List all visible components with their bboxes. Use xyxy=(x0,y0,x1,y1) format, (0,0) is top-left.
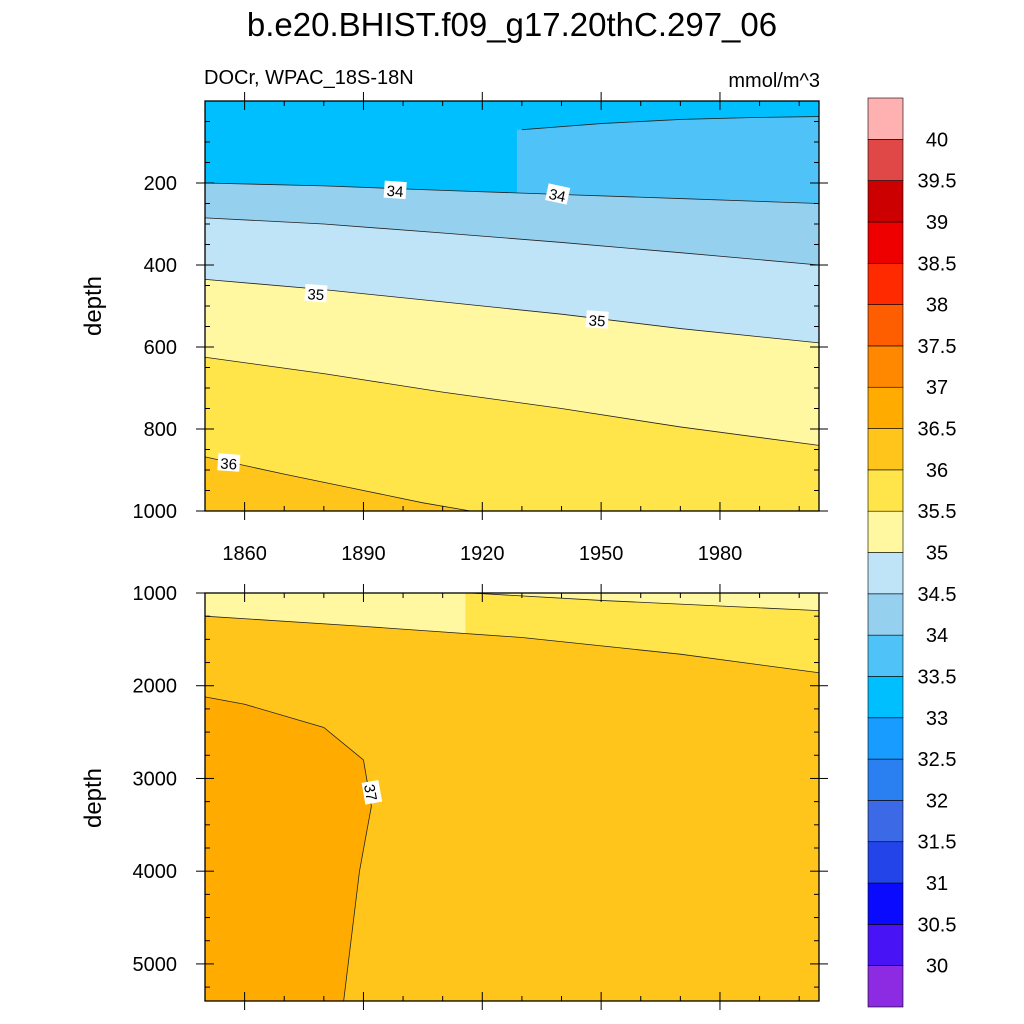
contour-line-label: 35 xyxy=(304,283,328,304)
contour-line xyxy=(205,456,471,511)
colorbar-label: 36.5 xyxy=(918,419,957,441)
contour-fills xyxy=(205,101,819,511)
svg-text:37: 37 xyxy=(360,783,380,802)
colorbar-label: 31.5 xyxy=(918,832,957,854)
lower-panel: 37 1000 2000 3000 4000 5000 xyxy=(133,583,828,1010)
contour-line-label: 36 xyxy=(217,453,241,474)
svg-text:36: 36 xyxy=(220,455,238,473)
y-tick-label: 4000 xyxy=(133,861,178,883)
colorbar-label: 38.5 xyxy=(918,253,957,275)
colorbar-label: 39.5 xyxy=(918,171,957,193)
colorbar-label: 33 xyxy=(926,708,948,730)
colorbar-label: 30 xyxy=(926,956,948,978)
x-tick-label: 1860 xyxy=(222,543,267,565)
x-tick-label: 1920 xyxy=(460,543,505,565)
colorbar-label: 34 xyxy=(926,625,948,647)
colorbar-swatch xyxy=(867,345,904,388)
colorbar-label: 35 xyxy=(926,543,948,565)
y-tick-label: 1000 xyxy=(133,583,178,605)
colorbar-swatch xyxy=(867,552,904,595)
svg-text:34: 34 xyxy=(547,186,567,206)
y-tick-label: 5000 xyxy=(133,954,178,976)
colorbar-label: 36 xyxy=(926,460,948,482)
colorbar-label: 37 xyxy=(926,377,948,399)
contour-line xyxy=(205,182,819,204)
svg-text:35: 35 xyxy=(588,312,606,330)
colorbar-label: 35.5 xyxy=(918,501,957,523)
figure-title: b.e20.BHIST.f09_g17.20thC.297_06 xyxy=(247,6,777,43)
colorbar-swatch xyxy=(867,221,904,264)
left-subtitle: DOCr, WPAC_18S-18N xyxy=(204,67,414,89)
colorbar: 40 39.5 39 38.5 38 37.5 37 36.5 36 35.5 35 34.5 34 33… xyxy=(867,97,957,1008)
contour-line xyxy=(470,593,819,612)
contour-line xyxy=(205,356,819,446)
y-tick-label: 600 xyxy=(144,337,177,359)
contour-band xyxy=(205,357,819,511)
plot-frame xyxy=(204,592,820,1002)
colorbar-label: 34.5 xyxy=(918,584,957,606)
contour-line-label: 34 xyxy=(545,183,571,206)
x-tick-label: 1890 xyxy=(341,543,386,565)
colorbar-label: 39 xyxy=(926,212,948,234)
colorbar-swatch xyxy=(867,510,904,553)
y-tick-label: 200 xyxy=(144,173,177,195)
colorbar-label: 37.5 xyxy=(918,336,957,358)
y-tick-label: 1000 xyxy=(133,501,178,523)
upper-panel: 34 34 35 35 36 1860 1890 1920 1950 1980 200 400 600 8… xyxy=(133,92,828,565)
colorbar-label: 33.5 xyxy=(918,666,957,688)
contour-band xyxy=(205,696,372,1001)
x-tick-label: 1950 xyxy=(579,543,624,565)
contour-line-label: 35 xyxy=(585,310,609,330)
lower-y-axis-label: depth xyxy=(80,768,107,828)
colorbar-swatch xyxy=(867,965,904,1008)
colorbar-label: 32.5 xyxy=(918,749,957,771)
colorbar-swatch xyxy=(867,800,904,843)
colorbar-swatch xyxy=(867,304,904,347)
contour-band xyxy=(205,456,471,511)
contour-line xyxy=(205,615,819,674)
colorbar-swatch xyxy=(867,262,904,305)
colorbar-label: 40 xyxy=(926,129,948,151)
colorbar-swatch xyxy=(867,428,904,471)
colorbar-label: 30.5 xyxy=(918,914,957,936)
right-subtitle-units: mmol/m^3 xyxy=(728,70,820,92)
colorbar-label: 38 xyxy=(926,295,948,317)
contour-line xyxy=(205,278,819,344)
contour-line xyxy=(521,116,819,131)
y-tick-label: 400 xyxy=(144,255,177,277)
colorbar-label: 31 xyxy=(926,873,948,895)
y-tick-label: 2000 xyxy=(133,676,178,698)
svg-text:35: 35 xyxy=(307,286,325,304)
y-tick-label: 800 xyxy=(144,419,177,441)
colorbar-swatch xyxy=(867,841,904,884)
colorbar-swatch xyxy=(867,882,904,925)
x-tick-label: 1980 xyxy=(698,543,743,565)
colorbar-swatch xyxy=(867,593,904,636)
y-tick-label: 3000 xyxy=(133,768,178,790)
colorbar-swatch xyxy=(867,634,904,677)
colorbar-label: 32 xyxy=(926,790,948,812)
colorbar-swatch xyxy=(867,139,904,181)
contour-line xyxy=(205,696,372,1001)
upper-y-axis-label: depth xyxy=(80,276,107,336)
contour-band xyxy=(205,616,819,1001)
colorbar-swatch xyxy=(867,924,904,966)
colorbar-swatch xyxy=(867,386,904,429)
colorbar-swatch xyxy=(867,676,904,719)
colorbar-swatch xyxy=(867,717,904,760)
colorbar-swatch xyxy=(867,758,904,801)
contour-line-label: 37 xyxy=(360,779,383,805)
contour-line xyxy=(205,217,819,266)
contour-fills xyxy=(205,593,819,1001)
contour-line-label: 34 xyxy=(383,180,407,201)
colorbar-swatch xyxy=(867,180,904,223)
colorbar-swatch xyxy=(867,97,904,140)
svg-text:34: 34 xyxy=(386,183,404,201)
colorbar-swatch xyxy=(867,469,904,512)
